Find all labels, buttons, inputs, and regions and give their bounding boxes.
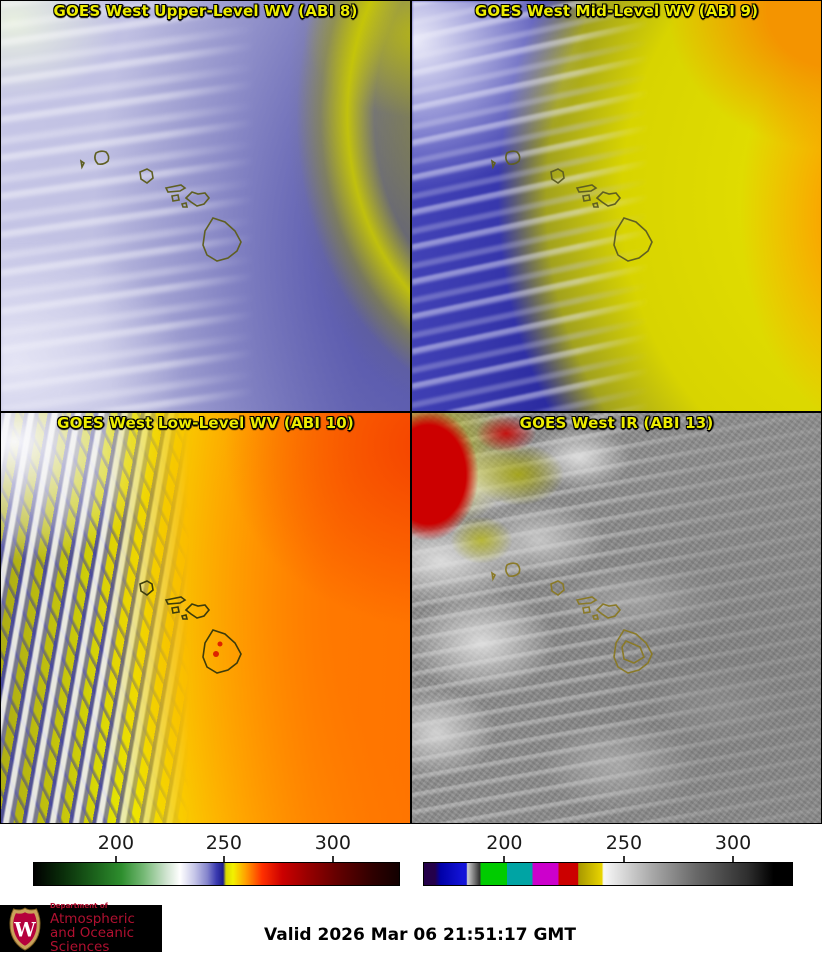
panel-title-abi13: GOES West IR (ABI 13): [519, 414, 714, 432]
hawaii-coastline-overlay: [490, 562, 653, 674]
colorbar-section: 200 250 300 200 250 300: [0, 824, 822, 895]
panel-title-abi10: GOES West Low-Level WV (ABI 10): [57, 414, 354, 432]
panel-low-level-wv: GOES West Low-Level WV (ABI 10): [1, 413, 410, 823]
logo-text-block: Department of Atmospheric and Oceanic Sc…: [50, 901, 162, 954]
wv-low-cloud-field: [1, 413, 190, 823]
wv-tick-label-250: 250: [205, 832, 242, 854]
wv-upper-cloud-streaks: [1, 1, 255, 411]
wv-colorbar: [33, 862, 400, 886]
wv-tick-mark: [114, 856, 117, 862]
wv-tick-mark: [331, 856, 334, 862]
ir-colorbar-group: 200 250 300: [411, 824, 822, 895]
hotspot-dot: [213, 651, 219, 657]
big-island-terrain-shade: [621, 640, 645, 664]
uw-aos-logo: W Department of Atmospheric and Oceanic …: [0, 901, 162, 954]
footer: W Department of Atmospheric and Oceanic …: [0, 895, 822, 954]
panel-upper-level-wv: GOES West Upper-Level WV (ABI 8): [1, 1, 410, 411]
wv-colorbar-group: 200 250 300: [0, 824, 411, 895]
wv-tick-mark: [222, 856, 225, 862]
ir-cold-cloud-tops: [412, 413, 821, 823]
hawaii-coastline-overlay: [79, 150, 242, 262]
satellite-panel-grid: GOES West Upper-Level WV (ABI 8) GOES We…: [0, 0, 822, 824]
hawaii-coastline-overlay: [490, 150, 653, 262]
logo-line-1: Atmospheric: [50, 910, 135, 927]
uw-monogram: W: [13, 918, 36, 941]
ir-colorbar: [423, 862, 793, 886]
hawaii-coastline-overlay: [139, 580, 242, 674]
uw-crest-icon: W: [9, 906, 41, 951]
ir-tick-mark: [622, 856, 625, 862]
ir-tick-mark: [503, 856, 506, 862]
panel-mid-level-wv: GOES West Mid-Level WV (ABI 9): [412, 1, 821, 411]
panel-title-abi8: GOES West Upper-Level WV (ABI 8): [53, 2, 358, 20]
ir-tick-label-200: 200: [486, 832, 523, 854]
logo-line-2: and Oceanic Sciences: [50, 925, 135, 954]
wv-tick-label-300: 300: [314, 832, 351, 854]
ir-tick-label-250: 250: [605, 832, 643, 854]
wv-tick-label-200: 200: [97, 832, 135, 854]
logo-dept-line: Department of: [50, 901, 108, 910]
ir-tick-mark: [732, 856, 735, 862]
ir-tick-label-300: 300: [714, 832, 752, 854]
panel-ir: GOES West IR (ABI 13): [412, 413, 821, 823]
hotspot-dot: [217, 641, 223, 647]
valid-timestamp: Valid 2026 Mar 06 21:51:17 GMT: [264, 925, 576, 945]
panel-title-abi9: GOES West Mid-Level WV (ABI 9): [474, 2, 759, 20]
